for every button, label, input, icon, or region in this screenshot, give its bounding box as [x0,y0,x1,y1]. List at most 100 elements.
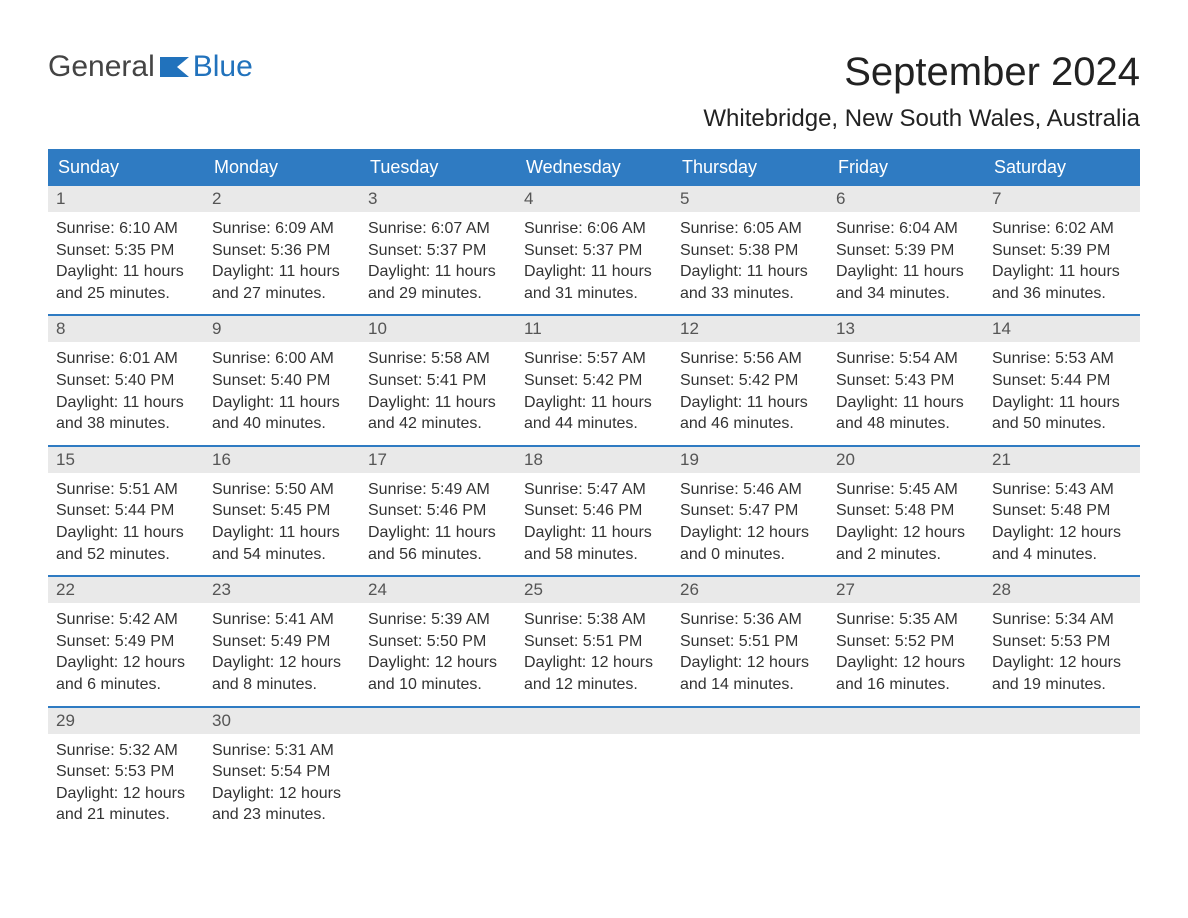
calendar-day: 5Sunrise: 6:05 AMSunset: 5:38 PMDaylight… [672,186,828,314]
calendar-day: 8Sunrise: 6:01 AMSunset: 5:40 PMDaylight… [48,316,204,444]
day-details: Sunrise: 6:00 AMSunset: 5:40 PMDaylight:… [204,342,360,434]
daylight-line: Daylight: 12 hours and 2 minutes. [836,522,976,565]
calendar-day: 21 Sunrise: 5:43 AMSunset: 5:48 PMDayligh… [984,447,1140,575]
calendar-day [984,708,1140,836]
day-details: Sunrise: 5:41 AMSunset: 5:49 PMDaylight:… [204,603,360,695]
day-details: Sunrise: 6:05 AMSunset: 5:38 PMDaylight:… [672,212,828,304]
day-number: 25 [516,577,672,603]
weeks-container: 1Sunrise: 6:10 AMSunset: 5:35 PMDaylight… [48,186,1140,836]
calendar-week: 8Sunrise: 6:01 AMSunset: 5:40 PMDaylight… [48,314,1140,444]
sunrise-line: Sunrise: 5:43 AM [992,479,1132,501]
sunrise-line: Sunrise: 5:57 AM [524,348,664,370]
sunrise-line: Sunrise: 6:07 AM [368,218,508,240]
day-number: 14 [984,316,1140,342]
calendar-day: 20Sunrise: 5:45 AMSunset: 5:48 PMDayligh… [828,447,984,575]
sunset-line: Sunset: 5:49 PM [212,631,352,653]
calendar-day: 3Sunrise: 6:07 AMSunset: 5:37 PMDaylight… [360,186,516,314]
sunset-line: Sunset: 5:51 PM [680,631,820,653]
sunrise-line: Sunrise: 5:50 AM [212,479,352,501]
day-details: Sunrise: 5:57 AMSunset: 5:42 PMDaylight:… [516,342,672,434]
daylight-line: Daylight: 11 hours and 27 minutes. [212,261,352,304]
calendar-day: 29Sunrise: 5:32 AMSunset: 5:53 PMDayligh… [48,708,204,836]
calendar-day: 4Sunrise: 6:06 AMSunset: 5:37 PMDaylight… [516,186,672,314]
sunset-line: Sunset: 5:35 PM [56,240,196,262]
daylight-line: Daylight: 11 hours and 46 minutes. [680,392,820,435]
day-number: 27 [828,577,984,603]
sunset-line: Sunset: 5:42 PM [524,370,664,392]
daylight-line: Daylight: 11 hours and 33 minutes. [680,261,820,304]
daylight-line: Daylight: 12 hours and 8 minutes. [212,652,352,695]
sunrise-line: Sunrise: 5:38 AM [524,609,664,631]
day-details: Sunrise: 5:56 AMSunset: 5:42 PMDaylight:… [672,342,828,434]
daylight-line: Daylight: 11 hours and 52 minutes. [56,522,196,565]
day-number: 26 [672,577,828,603]
sunrise-line: Sunrise: 5:36 AM [680,609,820,631]
day-header: Saturday [984,149,1140,186]
day-number: 15 [48,447,204,473]
calendar-day: 25Sunrise: 5:38 AMSunset: 5:51 PMDayligh… [516,577,672,705]
header: General Blue September 2024 Whitebridge,… [48,50,1140,143]
daylight-line: Daylight: 11 hours and 44 minutes. [524,392,664,435]
sunset-line: Sunset: 5:44 PM [992,370,1132,392]
day-header: Tuesday [360,149,516,186]
day-number: 23 [204,577,360,603]
calendar-day: 14Sunrise: 5:53 AMSunset: 5:44 PMDayligh… [984,316,1140,444]
sunrise-line: Sunrise: 5:41 AM [212,609,352,631]
daylight-line: Daylight: 11 hours and 48 minutes. [836,392,976,435]
day-details: Sunrise: 5:51 AMSunset: 5:44 PMDaylight:… [48,473,204,565]
sunset-line: Sunset: 5:48 PM [836,500,976,522]
day-number [828,708,984,734]
day-details: Sunrise: 6:09 AMSunset: 5:36 PMDaylight:… [204,212,360,304]
sunrise-line: Sunrise: 6:10 AM [56,218,196,240]
calendar-day: 7Sunrise: 6:02 AMSunset: 5:39 PMDaylight… [984,186,1140,314]
sunset-line: Sunset: 5:39 PM [992,240,1132,262]
day-details: Sunrise: 5:49 AMSunset: 5:46 PMDaylight:… [360,473,516,565]
calendar-day: 11Sunrise: 5:57 AMSunset: 5:42 PMDayligh… [516,316,672,444]
calendar-day: 16 Sunrise: 5:50 AMSunset: 5:45 PMDayligh… [204,447,360,575]
sunrise-line: Sunrise: 5:46 AM [680,479,820,501]
day-details: Sunrise: 5:58 AMSunset: 5:41 PMDaylight:… [360,342,516,434]
sunset-line: Sunset: 5:42 PM [680,370,820,392]
sunset-line: Sunset: 5:48 PM [992,500,1132,522]
day-number: 16 [204,447,360,473]
daylight-line: Daylight: 11 hours and 54 minutes. [212,522,352,565]
calendar-day: 12Sunrise: 5:56 AMSunset: 5:42 PMDayligh… [672,316,828,444]
day-number [360,708,516,734]
sunset-line: Sunset: 5:40 PM [56,370,196,392]
calendar-day: 2Sunrise: 6:09 AMSunset: 5:36 PMDaylight… [204,186,360,314]
sunrise-line: Sunrise: 5:53 AM [992,348,1132,370]
day-header: Wednesday [516,149,672,186]
day-number: 20 [828,447,984,473]
day-number: 6 [828,186,984,212]
calendar-day [828,708,984,836]
day-details: Sunrise: 5:39 AMSunset: 5:50 PMDaylight:… [360,603,516,695]
sunset-line: Sunset: 5:45 PM [212,500,352,522]
sunrise-line: Sunrise: 5:49 AM [368,479,508,501]
calendar-day: 26Sunrise: 5:36 AMSunset: 5:51 PMDayligh… [672,577,828,705]
sunrise-line: Sunrise: 5:58 AM [368,348,508,370]
day-details: Sunrise: 6:06 AMSunset: 5:37 PMDaylight:… [516,212,672,304]
day-number: 11 [516,316,672,342]
daylight-line: Daylight: 12 hours and 21 minutes. [56,783,196,826]
day-number [672,708,828,734]
logo-flag-icon [159,55,191,79]
sunrise-line: Sunrise: 5:54 AM [836,348,976,370]
sunrise-line: Sunrise: 6:05 AM [680,218,820,240]
sunset-line: Sunset: 5:37 PM [368,240,508,262]
day-number: 7 [984,186,1140,212]
logo-blue: Blue [193,50,253,84]
day-header: Friday [828,149,984,186]
day-number: 17 [360,447,516,473]
sunset-line: Sunset: 5:39 PM [836,240,976,262]
calendar-day [360,708,516,836]
sunset-line: Sunset: 5:44 PM [56,500,196,522]
day-header: Sunday [48,149,204,186]
day-details: Sunrise: 5:47 AMSunset: 5:46 PMDaylight:… [516,473,672,565]
day-details: Sunrise: 5:54 AMSunset: 5:43 PMDaylight:… [828,342,984,434]
day-number: 21 [984,447,1140,473]
day-details: Sunrise: 6:10 AMSunset: 5:35 PMDaylight:… [48,212,204,304]
daylight-line: Daylight: 12 hours and 4 minutes. [992,522,1132,565]
day-details: Sunrise: 5:38 AMSunset: 5:51 PMDaylight:… [516,603,672,695]
daylight-line: Daylight: 11 hours and 31 minutes. [524,261,664,304]
day-details: Sunrise: 5:36 AMSunset: 5:51 PMDaylight:… [672,603,828,695]
